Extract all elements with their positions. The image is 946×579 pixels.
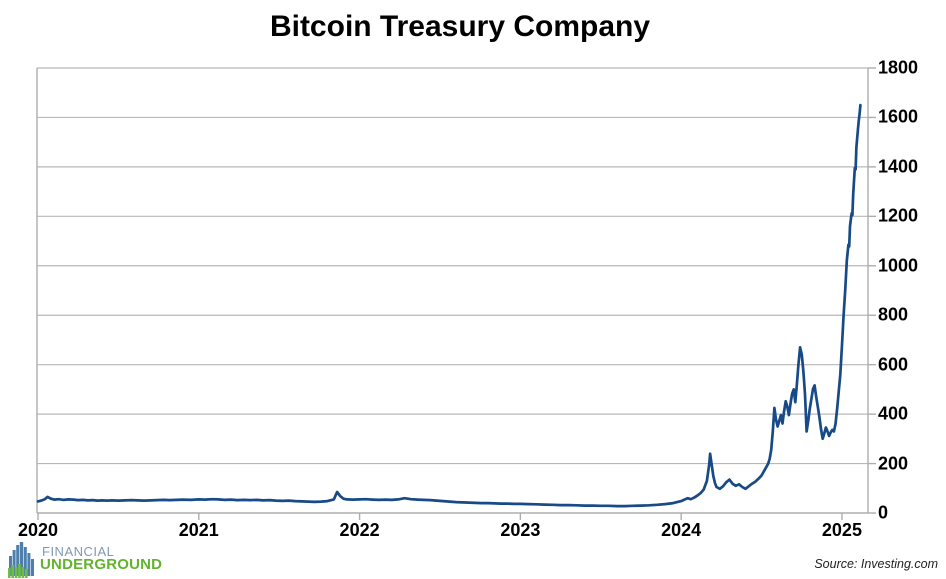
y-tick-label: 0 [878,502,889,523]
x-tick-label: 2024 [661,520,702,540]
logo-text-financial: FINANCIAL [42,544,115,559]
financial-underground-logo-icon [8,542,34,578]
source-attribution: Source: Investing.com [814,557,938,571]
y-tick-label: 1800 [878,57,919,78]
y-tick-label: 1400 [878,156,919,177]
chart-title: Bitcoin Treasury Company [269,10,651,43]
y-tick-label: 1600 [878,106,919,127]
y-tick-label: 400 [878,403,909,424]
x-tick-label: 2021 [178,520,219,540]
y-tick-label: 800 [878,304,909,325]
price-series-line [36,103,862,508]
y-tick-label: 1200 [878,205,919,226]
y-tick-label: 200 [878,453,909,474]
x-tick-label: 2020 [17,520,59,540]
y-tick-label: 1000 [878,255,919,276]
x-tick-label: 2023 [500,520,541,540]
x-tick-label: 2025 [821,520,862,540]
x-tick-label: 2022 [339,520,380,540]
financial-underground-logo: FINANCIAL UNDERGROUND [8,540,198,578]
y-tick-label: 600 [878,354,909,375]
logo-text-underground: UNDERGROUND [40,556,163,573]
